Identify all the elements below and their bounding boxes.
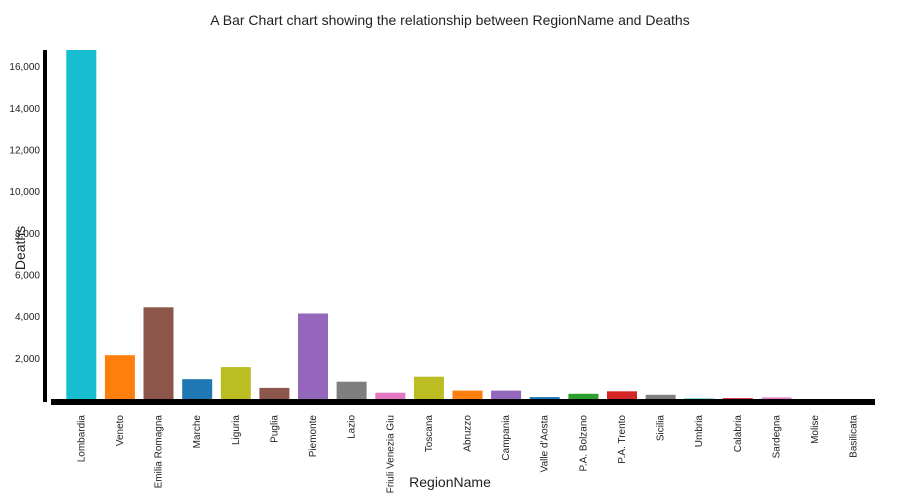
- x-tick-label: Veneto: [115, 415, 126, 447]
- y-tick-label: 14,000: [9, 104, 40, 115]
- bar-sardegna: [761, 397, 792, 400]
- x-tick-label: Emilia Romagna: [154, 415, 165, 489]
- y-tick-label: 12,000: [9, 146, 40, 157]
- bars-group: [66, 50, 869, 401]
- bar-p-a-bolzano: [568, 393, 599, 401]
- bar-emilia-romagna: [143, 307, 174, 400]
- x-tick-label: Friuli Venezia Giu: [385, 415, 396, 493]
- bar-campania: [491, 390, 522, 400]
- x-tick-label: Basilicata: [849, 415, 860, 458]
- bar-friuli-venezia-giulia: [375, 392, 406, 400]
- x-tick-label: Umbria: [694, 415, 705, 448]
- y-tick-label: 6,000: [15, 271, 40, 282]
- x-tick-label: Abruzzo: [463, 415, 474, 452]
- x-axis-line: [51, 399, 875, 405]
- x-tick-label: P.A. Bolzano: [578, 415, 589, 472]
- x-tick-label: Campania: [501, 415, 512, 461]
- bar-liguria: [220, 367, 251, 400]
- y-ticks-group: 2,000 4,000 6,000 8,000 10,000 12,000 14,000 16…: [9, 62, 40, 365]
- bar-abruzzo: [452, 390, 483, 400]
- x-tick-label: Valle d'Aosta: [540, 415, 551, 473]
- bar-lombardia: [66, 50, 97, 400]
- x-tick-label: Marche: [192, 415, 203, 449]
- y-tick-label: 2,000: [15, 354, 40, 365]
- x-tick-label: Lazio: [347, 415, 358, 439]
- x-tick-label: Lombardia: [76, 415, 87, 463]
- x-tick-label: Calabria: [733, 415, 744, 453]
- bar-toscana: [413, 376, 444, 400]
- y-tick-label: 4,000: [15, 312, 40, 323]
- x-tick-label: Molise: [810, 415, 821, 444]
- bar-piemonte: [298, 313, 328, 400]
- y-tick-label: 16,000: [9, 62, 40, 73]
- x-tick-label: Puglia: [269, 415, 280, 443]
- bar-sicilia: [645, 394, 676, 400]
- x-tick-label: Sicilia: [656, 415, 667, 442]
- x-tick-label: Toscana: [424, 415, 435, 453]
- y-tick-label: 8,000: [15, 229, 40, 240]
- bar-marche: [182, 379, 213, 400]
- x-tick-label: Liguria: [231, 415, 242, 445]
- x-tick-label: Sardegna: [772, 415, 783, 459]
- x-tick-label: P.A. Trento: [617, 415, 628, 464]
- bar-valle-d-aosta: [529, 397, 560, 400]
- x-axis-label: RegionName: [409, 474, 491, 490]
- bar-puglia: [259, 387, 290, 400]
- x-ticks-group: Lombardia Veneto Emilia Romagna Marche Ligur…: [76, 415, 859, 494]
- bar-p-a-trento: [607, 391, 637, 401]
- x-tick-label: Piemonte: [308, 415, 319, 458]
- bar-lazio: [336, 381, 367, 400]
- y-axis-line: [43, 50, 47, 402]
- chart-title: A Bar Chart chart showing the relationsh…: [210, 12, 689, 28]
- bar-veneto: [104, 355, 135, 400]
- y-tick-label: 10,000: [9, 187, 40, 198]
- y-axis-label: Deaths: [12, 226, 28, 270]
